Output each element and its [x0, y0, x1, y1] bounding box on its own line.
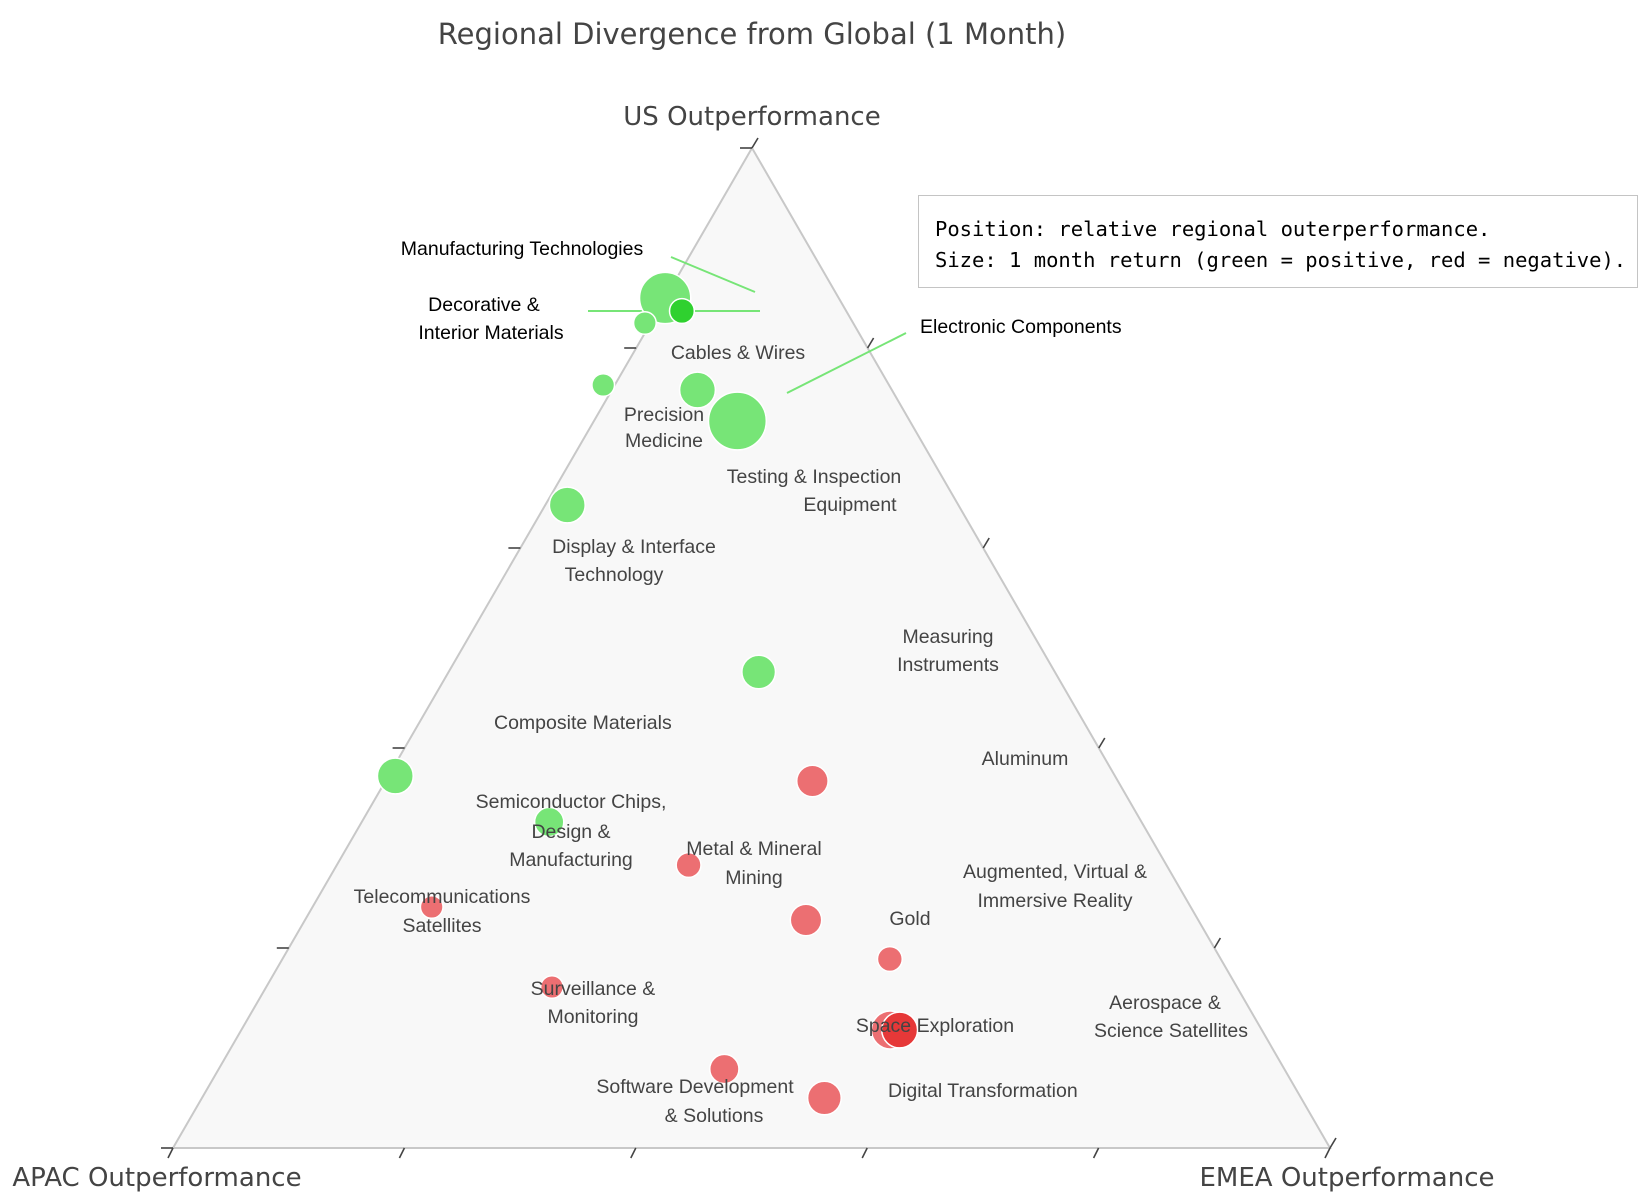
markers	[376, 271, 919, 1116]
label-aerospace-2: Science Satellites	[1094, 1020, 1248, 1042]
marker-aerospace-science-satellites[interactable]	[881, 1011, 919, 1049]
axis-title-emea: EMEA Outperformance	[1200, 1163, 1495, 1193]
tick-emea-1	[1213, 937, 1222, 949]
marker-testing-inspection-equipment[interactable]	[707, 391, 768, 451]
label-display-2: Technology	[565, 564, 664, 586]
legend-line-position: Position: relative regional outerperform…	[935, 217, 1491, 241]
label-software-1: Software Development	[596, 1076, 794, 1098]
tick-emea-4	[866, 337, 875, 349]
label-ar-1: Augmented, Virtual &	[963, 861, 1147, 883]
tick-apac-4	[1092, 1147, 1100, 1159]
tick-apac-5	[1324, 1147, 1331, 1159]
tick-apac-1	[398, 1147, 406, 1159]
marker-semiconductor-chips-design-manufacturing[interactable]	[533, 806, 565, 838]
annotation-line-manufacturing	[670, 256, 756, 293]
label-precision-medicine-2: Medicine	[625, 430, 703, 452]
point-labels: Cables & Wires Precision Medicine Testin…	[354, 238, 1249, 1127]
label-semi-2: Design &	[531, 821, 610, 843]
label-composite: Composite Materials	[494, 712, 672, 734]
tick-apac-2	[630, 1147, 637, 1159]
marker-cables-wires[interactable]	[632, 310, 657, 336]
tick-emea-2	[1098, 737, 1106, 749]
tick-emea-0	[1329, 1137, 1337, 1149]
label-testing-2: Equipment	[803, 494, 897, 516]
tick-apac-3	[861, 1147, 868, 1159]
marker-gold[interactable]	[789, 903, 823, 937]
label-precision-medicine-1: Precision	[624, 404, 704, 426]
label-manufacturing-technologies: Manufacturing Technologies	[401, 238, 644, 260]
label-metal-1: Metal & Mineral	[686, 838, 821, 860]
label-space-exploration: Space Exploration	[856, 1015, 1014, 1037]
label-gold: Gold	[889, 908, 930, 930]
label-aluminum: Aluminum	[982, 748, 1069, 770]
axis-title-apac: APAC Outperformance	[12, 1163, 301, 1193]
legend-line-size: Size: 1 month return (green = positive, …	[935, 248, 1627, 272]
marker-decorative-interior-materials[interactable]	[668, 297, 696, 325]
chart-title: Regional Divergence from Global (1 Month…	[438, 17, 1066, 51]
label-measuring-2: Instruments	[897, 654, 999, 676]
label-digital-transformation: Digital Transformation	[888, 1080, 1078, 1102]
label-cables-wires: Cables & Wires	[671, 342, 806, 364]
marker-composite-materials[interactable]	[376, 757, 414, 795]
marker-surveillance-monitoring[interactable]	[539, 974, 565, 1000]
label-semi-3: Manufacturing	[509, 849, 633, 871]
marker-measuring-instruments[interactable]	[741, 654, 777, 690]
marker-electronic-components[interactable]	[678, 371, 717, 409]
marker-software-development-solutions[interactable]	[709, 1053, 740, 1085]
marker-digital-transformation[interactable]	[806, 1080, 842, 1116]
label-decorative-2: Interior Materials	[418, 322, 563, 344]
tick-emea-3	[982, 537, 990, 549]
label-decorative-1: Decorative &	[428, 294, 540, 316]
ternary-triangle	[171, 146, 1332, 1149]
legend-annotation-box: Position: relative regional outerperform…	[918, 195, 1638, 288]
label-telecom-1: Telecommunications	[354, 886, 531, 908]
marker-aluminum[interactable]	[795, 764, 829, 798]
label-electronic-components: Electronic Components	[920, 316, 1122, 338]
label-metal-2: Mining	[725, 867, 782, 889]
label-ar-2: Immersive Reality	[978, 890, 1133, 912]
axis-title-us: US Outperformance	[623, 102, 880, 132]
tick-apac-0	[167, 1147, 174, 1159]
label-aerospace-1: Aerospace &	[1109, 992, 1221, 1014]
marker-augmented-virtual-immersive-reality[interactable]	[876, 945, 904, 973]
label-measuring-1: Measuring	[902, 626, 993, 648]
label-surveillance-1: Surveillance &	[531, 978, 656, 1000]
marker-precision-medicine[interactable]	[591, 372, 616, 398]
marker-metal-mineral-mining[interactable]	[675, 851, 702, 879]
label-semi-1: Semiconductor Chips,	[476, 791, 667, 813]
label-surveillance-2: Monitoring	[547, 1006, 638, 1028]
marker-telecommunications-satellites[interactable]	[419, 894, 444, 920]
label-display-1: Display & Interface	[552, 536, 716, 558]
marker-display-interface-technology[interactable]	[548, 486, 586, 524]
label-telecom-2: Satellites	[402, 915, 481, 937]
label-testing-1: Testing & Inspection	[727, 466, 902, 488]
tick-emea-5	[751, 137, 759, 149]
axis-ticks	[161, 137, 1337, 1159]
label-software-2: & Solutions	[665, 1105, 764, 1127]
annotation-line-electronic	[786, 332, 907, 394]
